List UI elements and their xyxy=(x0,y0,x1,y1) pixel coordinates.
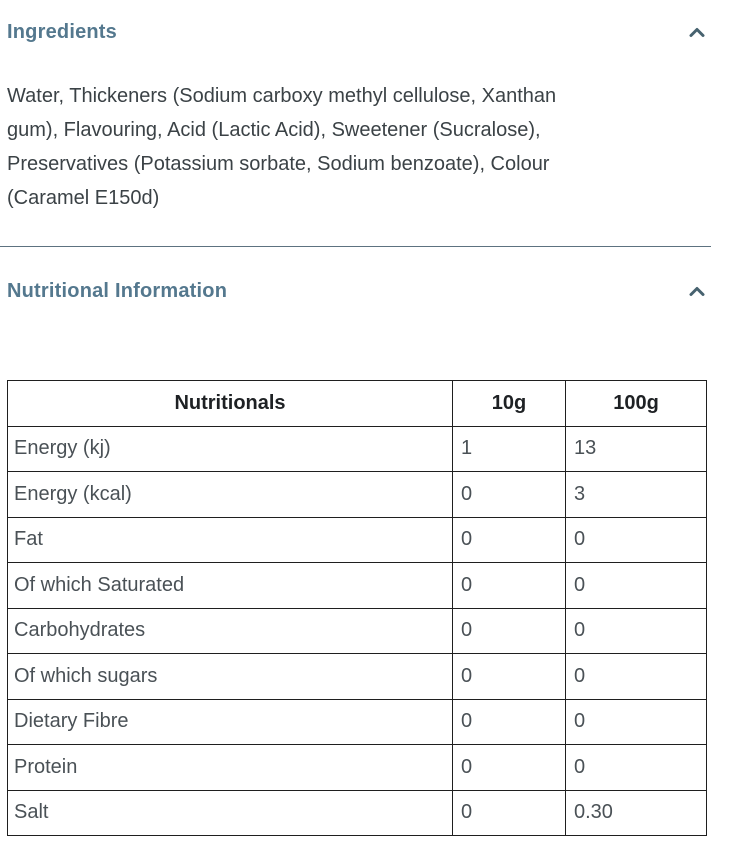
nutrient-label: Protein xyxy=(7,744,453,791)
nutrient-label: Dietary Fibre xyxy=(7,698,453,745)
nutrient-label: Of which Saturated xyxy=(7,562,453,609)
product-info-panel: Ingredients Water, Thickeners (Sodium ca… xyxy=(0,21,711,836)
nutrient-value: 3 xyxy=(565,471,707,518)
nutrient-value: 0 xyxy=(452,516,566,563)
ingredients-accordion-header[interactable]: Ingredients xyxy=(7,21,706,43)
nutrient-label: Carbohydrates xyxy=(7,607,453,654)
nutrient-value: 0 xyxy=(565,607,707,654)
ingredients-text: Water, Thickeners (Sodium carboxy methyl… xyxy=(7,85,557,209)
nutrition-section: Nutritional Information Nutritionals 10g… xyxy=(7,280,707,836)
nutrient-value: 0 xyxy=(565,698,707,745)
nutrient-value: 0 xyxy=(565,744,707,791)
chevron-up-path xyxy=(689,286,705,296)
nutrient-value: 0 xyxy=(565,653,707,700)
nutrition-table: Nutritionals 10g 100g Energy (kj) 1 13 Ener… xyxy=(7,380,707,836)
col-header-10g: 10g xyxy=(452,380,566,427)
table-row: Salt 0 0.30 xyxy=(7,789,707,836)
section-divider xyxy=(0,246,711,247)
nutrition-title: Nutritional Information xyxy=(7,280,228,302)
table-row: Energy (kcal) 0 3 xyxy=(7,471,707,518)
chevron-up-icon[interactable] xyxy=(688,25,706,39)
table-row: Of which Saturated 0 0 xyxy=(7,562,707,609)
nutrient-label: Of which sugars xyxy=(7,653,453,700)
table-row: Fat 0 0 xyxy=(7,516,707,563)
table-row: Protein 0 0 xyxy=(7,744,707,791)
nutrient-label: Energy (kj) xyxy=(7,425,453,472)
table-row: Carbohydrates 0 0 xyxy=(7,607,707,654)
col-header-nutritionals: Nutritionals xyxy=(7,380,453,427)
nutrient-value: 0.30 xyxy=(565,789,707,836)
nutrient-value: 0 xyxy=(452,471,566,518)
chevron-up-path xyxy=(689,27,705,37)
nutrient-label: Salt xyxy=(7,789,453,836)
nutrient-value: 0 xyxy=(452,744,566,791)
nutrient-value: 0 xyxy=(452,607,566,654)
ingredients-section: Ingredients Water, Thickeners (Sodium ca… xyxy=(7,21,706,215)
nutrient-label: Fat xyxy=(7,516,453,563)
table-header-row: Nutritionals 10g 100g xyxy=(7,380,707,427)
nutrient-value: 0 xyxy=(452,698,566,745)
table-row: Of which sugars 0 0 xyxy=(7,653,707,700)
nutrient-value: 0 xyxy=(452,789,566,836)
col-header-100g: 100g xyxy=(565,380,707,427)
table-row: Energy (kj) 1 13 xyxy=(7,425,707,472)
nutrition-accordion-header[interactable]: Nutritional Information xyxy=(7,280,706,302)
chevron-up-icon[interactable] xyxy=(688,284,706,298)
nutrient-value: 0 xyxy=(452,562,566,609)
nutrient-value: 13 xyxy=(565,425,707,472)
ingredients-title: Ingredients xyxy=(7,21,117,43)
nutrient-value: 0 xyxy=(565,562,707,609)
nutrient-value: 1 xyxy=(452,425,566,472)
table-row: Dietary Fibre 0 0 xyxy=(7,698,707,745)
nutrient-value: 0 xyxy=(452,653,566,700)
nutrient-value: 0 xyxy=(565,516,707,563)
nutrient-label: Energy (kcal) xyxy=(7,471,453,518)
